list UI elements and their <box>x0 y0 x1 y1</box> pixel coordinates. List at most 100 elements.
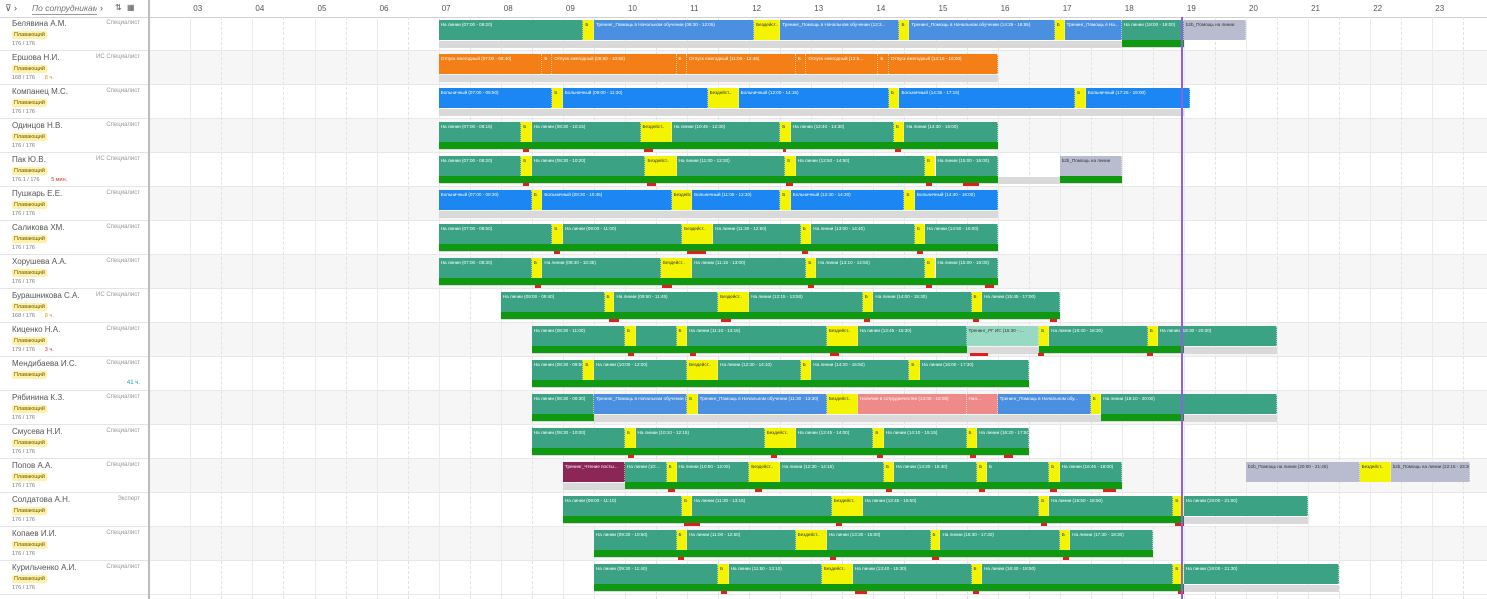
shift-segment[interactable]: Отпуск ежегодный (08:50 - 10:50) <box>552 54 677 74</box>
shift-segment[interactable]: На линии (16:00 - 17:30) <box>919 360 1029 380</box>
employee-name[interactable]: Пушкарь Е.Е. <box>12 189 63 198</box>
shift-segment[interactable]: На линии (14:50 - 16:00) <box>924 224 998 244</box>
employee-name[interactable]: Саликова ХМ. <box>12 223 65 232</box>
chevron-right-icon[interactable]: › <box>14 3 17 13</box>
shift-segment[interactable]: На линии (12:45 - 14:00) <box>795 428 874 448</box>
shift-segment[interactable]: Бездейст.. <box>682 224 714 244</box>
shift-segment[interactable]: Бездейст.. <box>718 292 750 312</box>
shift-segment[interactable]: Б <box>878 54 889 74</box>
shift-segment[interactable]: Б <box>1049 462 1060 482</box>
shift-segment[interactable]: Тренинг_Помощь в Начальном обучении (14:… <box>909 20 1055 40</box>
shift-segment[interactable]: Б <box>795 54 807 74</box>
shift-segment[interactable]: b2b_Помощь на линии (20:00 - 21:45) <box>1246 462 1360 482</box>
shift-segment[interactable]: Больничный (12:00 - 14:15) <box>738 88 889 108</box>
shift-segment[interactable]: Б <box>552 88 563 108</box>
shift-segment[interactable]: На линии (13:30 - 15:00) <box>826 530 931 550</box>
sort-icon[interactable]: ⇅ <box>115 3 122 12</box>
shift-segment[interactable]: Больничный (11:05 - 12:30) <box>692 190 781 210</box>
shift-segment[interactable]: На линии (16:50 - 18:50) <box>1049 496 1174 516</box>
search-input[interactable] <box>32 1 97 15</box>
shift-segment[interactable]: Бездейст.. <box>821 564 853 584</box>
clear-icon[interactable]: › <box>100 3 103 13</box>
shift-segment[interactable]: Бездейст.. <box>749 462 781 482</box>
employee-name[interactable]: Рябинина К.З. <box>12 393 65 402</box>
shift-segment[interactable]: На линии (08:30 - 10:20) <box>531 156 646 176</box>
shift-segment[interactable]: На линии (18:10 - 20:00) <box>1101 394 1278 414</box>
shift-segment[interactable]: Б <box>531 258 543 278</box>
shift-segment[interactable]: Б <box>531 190 543 210</box>
shift-segment[interactable]: На линии (07:00 - 08:15) <box>438 122 522 142</box>
shift-segment[interactable]: Тренинг_Помощь в Начальном обучении (11:… <box>697 394 827 414</box>
shift-segment[interactable]: Б <box>1090 394 1102 414</box>
shift-segment[interactable]: На линии (18:00 - 19:00) <box>1121 20 1184 40</box>
shift-segment[interactable]: Больничный (14:40 - 16:00) <box>915 190 998 210</box>
shift-segment[interactable]: На линии (16:40 - 18:30) <box>1049 326 1148 346</box>
shift-segment[interactable]: На линии (10:45 - 12:30) <box>671 122 781 142</box>
shift-segment[interactable]: На линии (08:30 - 09:50) <box>531 360 584 380</box>
employee-row[interactable]: Рябинина К.З. Специалист Плавающий 176 / 17… <box>0 391 148 425</box>
shift-segment[interactable]: Бездейст.. <box>1359 462 1391 482</box>
shift-segment[interactable]: Больничный (17:25 - 19:00) <box>1085 88 1191 108</box>
shift-segment[interactable]: На линии (15:00 - 16:00) <box>935 156 998 176</box>
shift-segment[interactable]: На линии (12:15 - 13:50) <box>749 292 863 312</box>
employee-row[interactable]: Киценко Н.А. Специалист Плавающий 179 / 176… <box>0 323 148 357</box>
shift-segment[interactable]: Б <box>800 360 812 380</box>
shift-segment[interactable]: Б <box>806 258 817 278</box>
shift-segment[interactable]: Б <box>1075 88 1086 108</box>
shift-segment[interactable]: Б <box>676 54 688 74</box>
shift-segment[interactable]: Больничный (14:35 - 17:15) <box>899 88 1076 108</box>
shift-segment[interactable]: Б <box>583 20 594 40</box>
employee-name[interactable]: Мендибаева И.С. <box>12 359 77 368</box>
employee-row[interactable]: Попов А.А. Специалист Плавающий 176 / 176 <box>0 459 148 493</box>
shift-segment[interactable]: На линии (13:00 - 14:40) <box>811 224 915 244</box>
shift-segment[interactable]: На линии (11:10 - 13:15) <box>687 326 827 346</box>
shift-segment[interactable]: На линии (12:40 - 14:30) <box>790 122 894 142</box>
shift-segment[interactable]: Бездейст.. <box>707 88 739 108</box>
shift-segment[interactable]: На линии (16:45 - 18:00) <box>1059 462 1122 482</box>
employee-name[interactable]: Белявина А.М. <box>12 19 67 28</box>
shift-segment[interactable]: Б <box>666 462 677 482</box>
shift-segment[interactable]: На линии (07:00 - 08:30) <box>438 258 532 278</box>
shift-segment[interactable]: На линии (11:00 - 12:50) <box>687 530 796 550</box>
shift-segment[interactable]: Б <box>604 292 615 312</box>
employee-name[interactable]: Киценко Н.А. <box>12 325 61 334</box>
employee-row[interactable]: Солдатова А.Н. Эксперт Плавающий 176 / 176 <box>0 493 148 527</box>
shift-segment[interactable]: На линии (13:10 - 14:50) <box>816 258 925 278</box>
shift-segment[interactable]: На линии (14:00 - 15:30) <box>873 292 972 312</box>
shift-segment[interactable]: На линии (09:50 - 11:45) <box>614 292 719 312</box>
shift-segment[interactable]: Б <box>625 326 636 346</box>
shift-segment[interactable]: Больничный (07:00 - 08:50) <box>438 88 553 108</box>
shift-segment[interactable]: Б <box>625 428 636 448</box>
shift-segment[interactable]: Тренинг_Помощь в Начальном обучении (12:… <box>780 20 900 40</box>
shift-segment[interactable]: Бездейст.. <box>831 496 863 516</box>
shift-segment[interactable]: Б <box>1173 496 1184 516</box>
shift-segment[interactable]: Бездейст.. <box>826 326 858 346</box>
shift-segment[interactable]: Больничный (07:00 - 08:30) <box>438 190 532 210</box>
employee-row[interactable]: Одинцов Н.В. Специалист Плавающий 176 / 176 <box>0 119 148 153</box>
shift-segment[interactable]: Отпуск ежегодный (14:10 - 16:00) <box>888 54 998 74</box>
shift-segment[interactable]: На линии (11:00 - 12:30) <box>676 156 786 176</box>
shift-segment[interactable]: На линии (16:40 - 18:50) <box>982 564 1174 584</box>
employee-row[interactable]: Бурашникова С.А. ИС Специалист Плавающий 16… <box>0 289 148 323</box>
shift-segment[interactable]: Б <box>930 530 941 550</box>
shift-segment[interactable]: Б <box>1147 326 1158 346</box>
shift-segment[interactable]: Отпуск ежегодный (11:00 - 12:45) <box>687 54 796 74</box>
shift-segment[interactable]: На линии (13:45 - 15:30) <box>857 326 967 346</box>
employee-row[interactable]: Ершова Н.И. ИС Специалист Плавающий 168 / 1… <box>0 51 148 85</box>
shift-segment[interactable]: Наличие в сотрудничестве (14:00 - 16:00) <box>857 394 967 414</box>
shift-segment[interactable]: На линии (13:40 - 15:30) <box>852 564 972 584</box>
shift-segment[interactable]: На линии (16:20 - 17:50) <box>977 428 1029 448</box>
shift-segment[interactable]: Б <box>676 530 688 550</box>
shift-segment[interactable]: Б <box>924 156 936 176</box>
shift-segment[interactable]: На линии (15:00 - 16:00) <box>935 258 998 278</box>
shift-segment[interactable]: Тренинг_РГ ИС (15:30 - ... <box>966 326 1040 346</box>
employee-name[interactable]: Смусева Н.И. <box>12 427 63 436</box>
employee-name[interactable]: Солдатова А.Н. <box>12 495 71 504</box>
shift-segment[interactable]: На линии (10:00 - 12:00) <box>593 360 688 380</box>
shift-segment[interactable]: b2b_Помощь на линии <box>1059 156 1122 176</box>
shift-segment[interactable]: На линии (12:30 - 14:15) <box>780 462 884 482</box>
shift-segment[interactable]: Бездейст.. <box>661 258 693 278</box>
shift-segment[interactable]: На линии (07:00 - 09:20) <box>438 20 584 40</box>
shift-segment[interactable]: На линии (18:30 - 20:30) <box>1157 326 1278 346</box>
shift-segment[interactable]: На линии (08:30 - 10:00) <box>531 428 625 448</box>
